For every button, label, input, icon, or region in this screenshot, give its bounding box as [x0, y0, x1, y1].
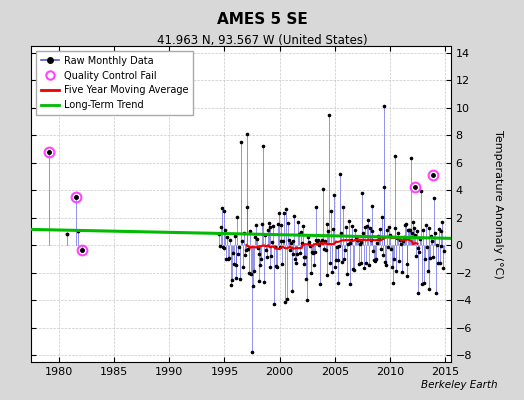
Text: Berkeley Earth: Berkeley Earth [421, 380, 498, 390]
Text: 41.963 N, 93.567 W (United States): 41.963 N, 93.567 W (United States) [157, 34, 367, 47]
Legend: Raw Monthly Data, Quality Control Fail, Five Year Moving Average, Long-Term Tren: Raw Monthly Data, Quality Control Fail, … [36, 51, 193, 115]
Y-axis label: Temperature Anomaly (°C): Temperature Anomaly (°C) [493, 130, 503, 278]
Text: AMES 5 SE: AMES 5 SE [216, 12, 308, 27]
